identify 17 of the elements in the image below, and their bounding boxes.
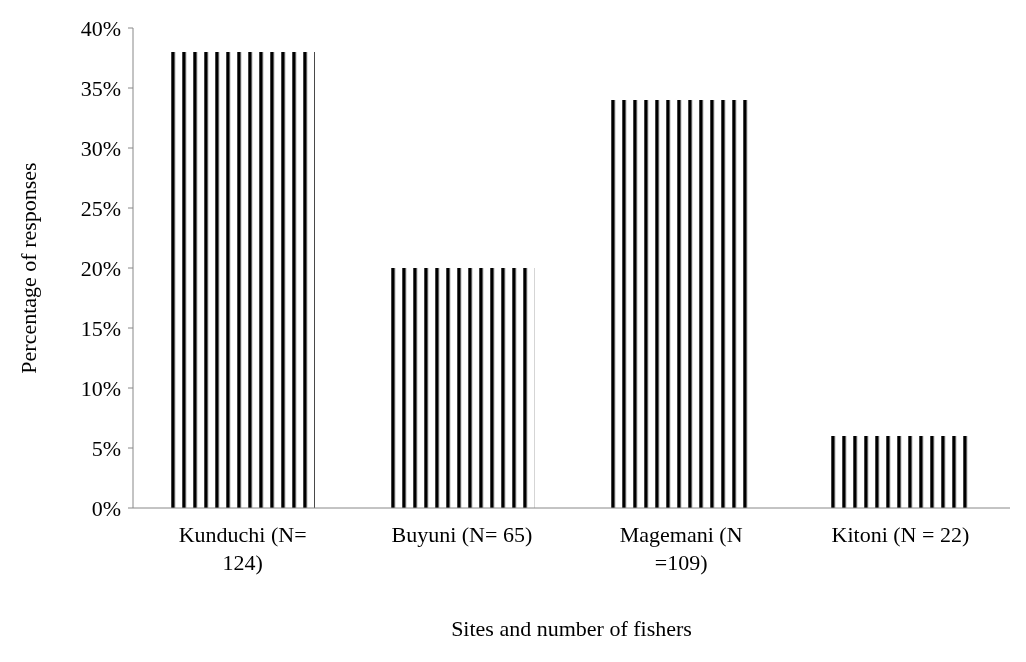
x-tick-label: Kunduchi (N= 124) — [178, 522, 307, 575]
y-tick-label: 25% — [80, 195, 121, 221]
bar — [170, 52, 315, 508]
y-tick-label: 20% — [80, 255, 121, 281]
y-tick-label: 35% — [80, 75, 121, 101]
x-tick-label: Magemani (N =109) — [619, 522, 743, 575]
y-tick-label: 0% — [91, 495, 121, 521]
x-tick-label: Buyuni (N= 65) — [391, 522, 533, 547]
y-tick-label: 30% — [80, 135, 121, 161]
y-tick-label: 40% — [80, 15, 121, 41]
x-tick-label: Kitoni (N = 22) — [831, 522, 970, 547]
y-tick-label: 10% — [80, 375, 121, 401]
y-axis-title: Percentage of responses — [16, 162, 41, 374]
x-axis-title: Sites and number of fishers — [451, 616, 692, 641]
y-tick-label: 15% — [80, 315, 121, 341]
y-tick-label: 5% — [91, 435, 121, 461]
bar — [389, 268, 535, 508]
